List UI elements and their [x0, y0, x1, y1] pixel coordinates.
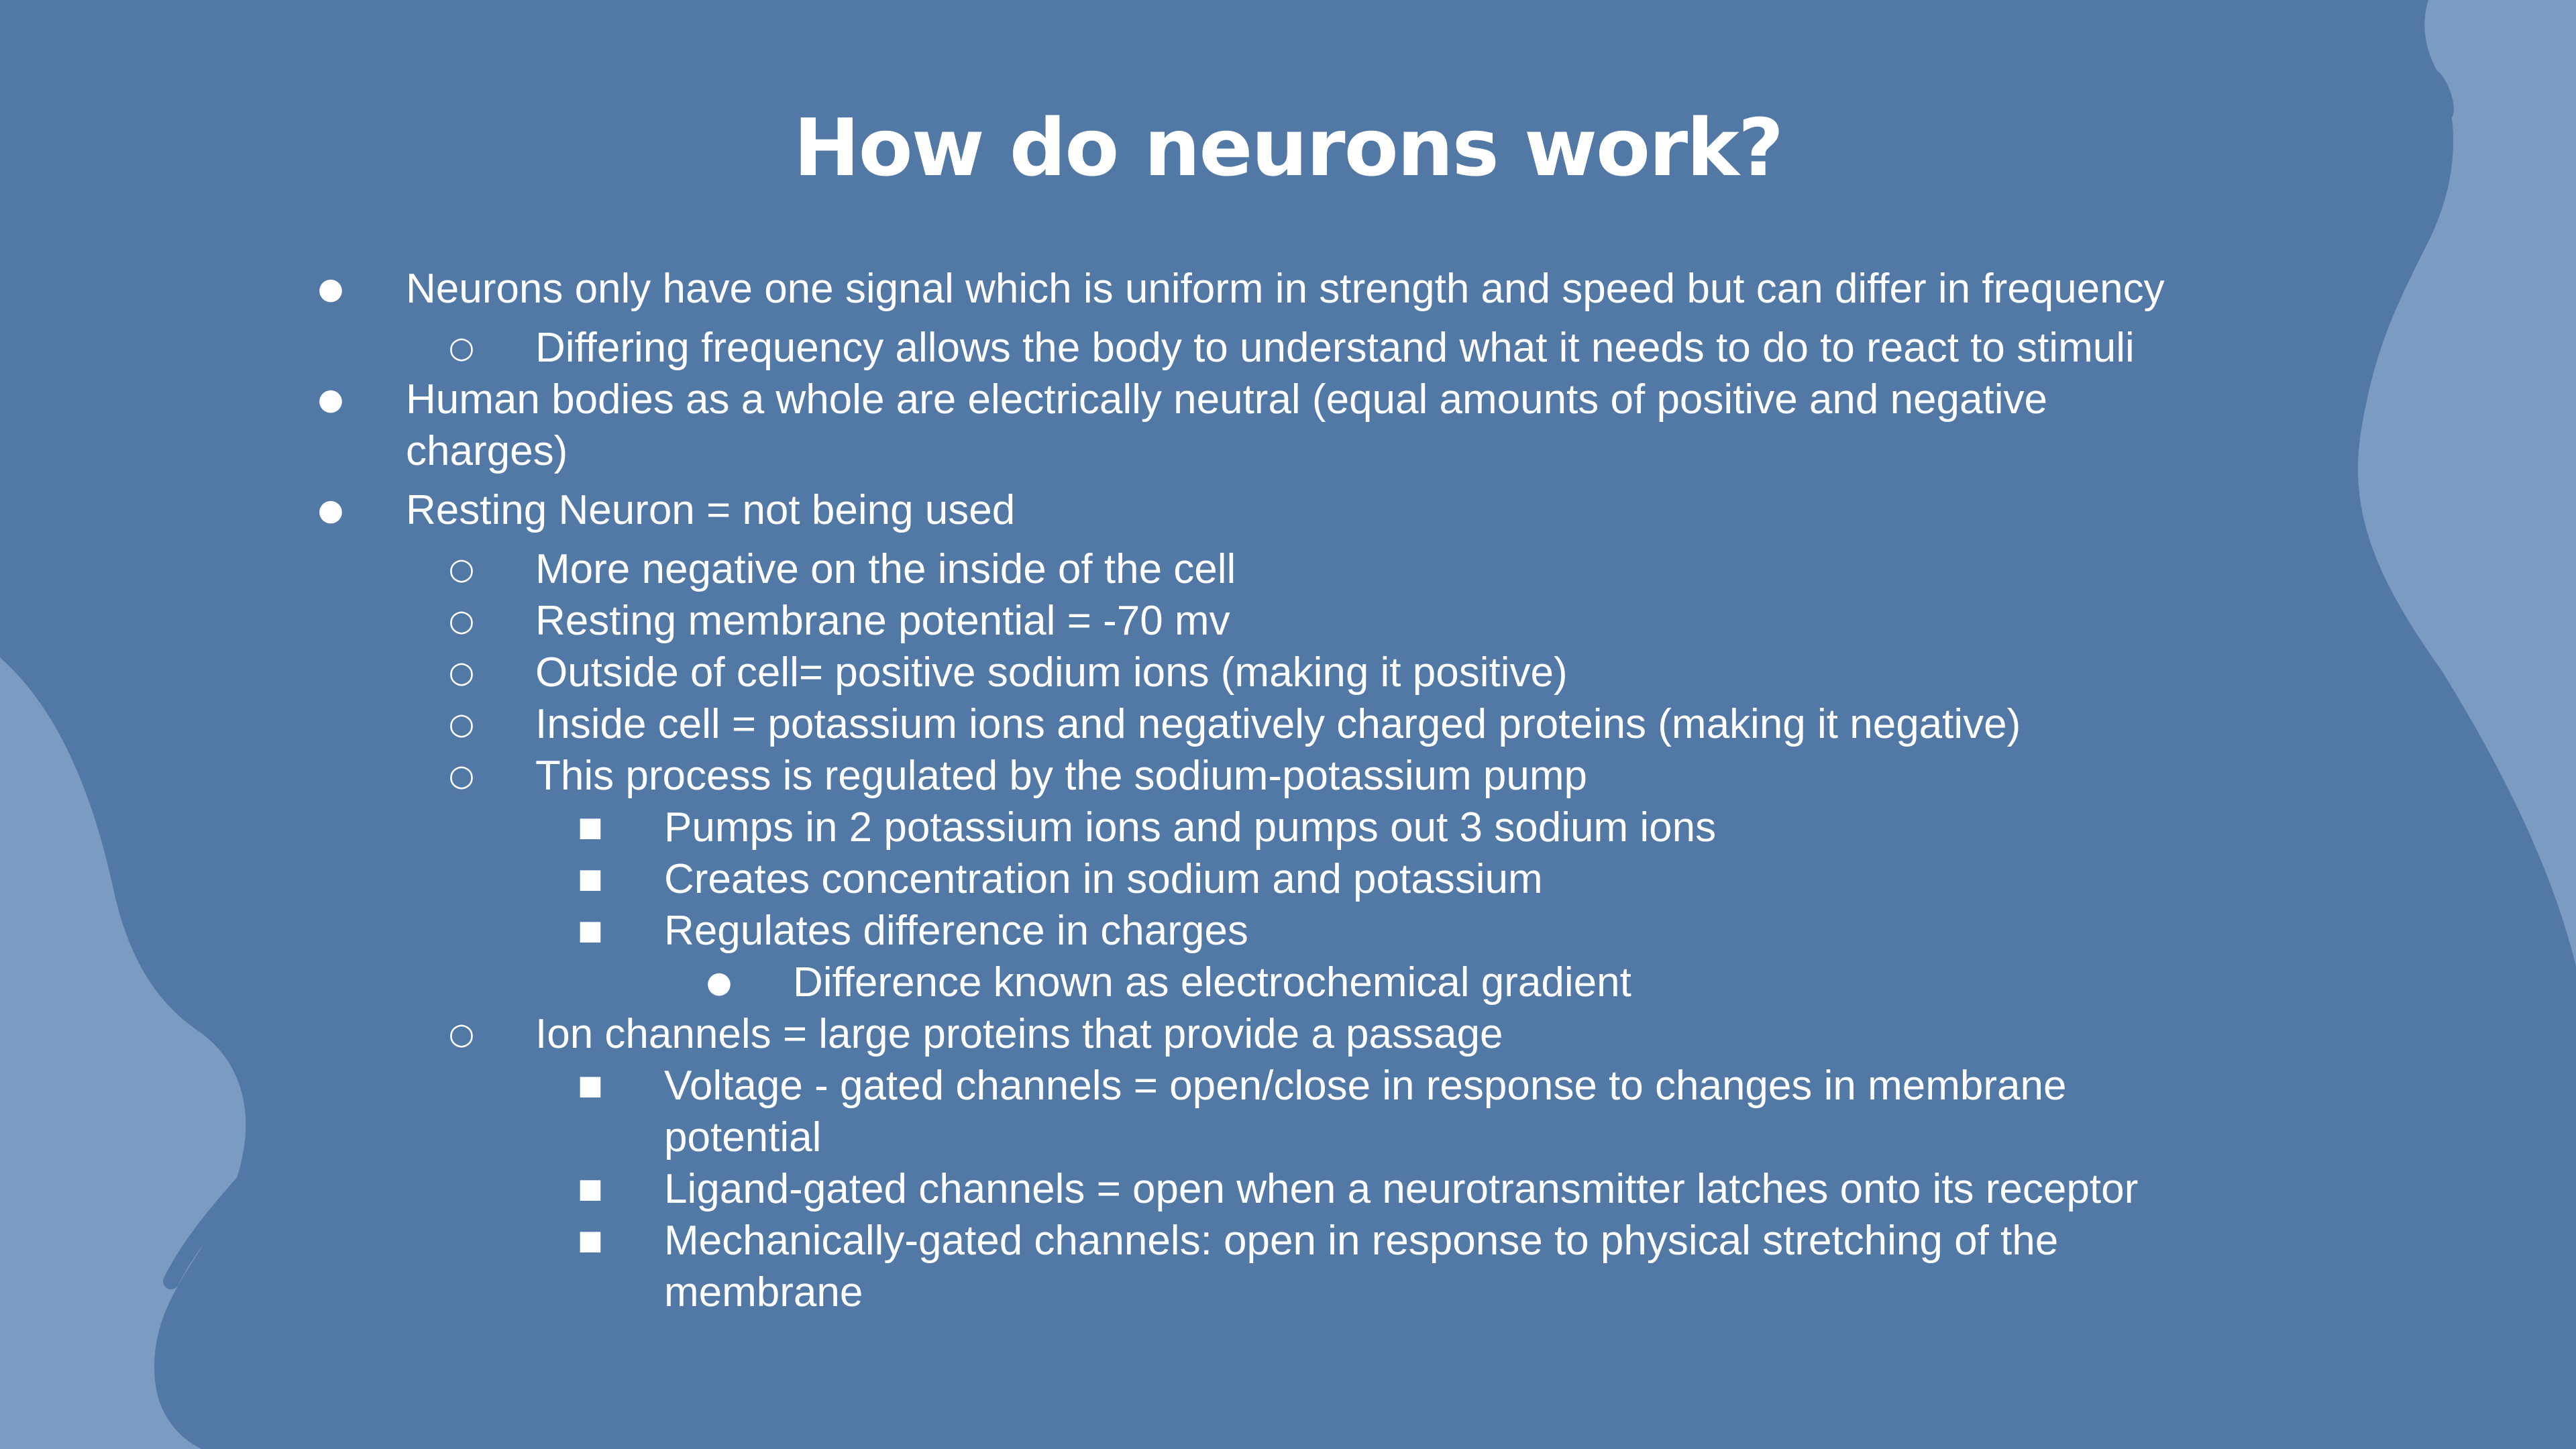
- bullet-item: ○ Outside of cell= positive sodium ions (…: [449, 647, 1568, 698]
- bullet-text: potential: [664, 1114, 822, 1161]
- bullet-text: Ligand-gated channels = open when a neur…: [664, 1166, 2139, 1212]
- bullet-marker-icon: ○: [448, 759, 475, 793]
- bullet-marker-icon: ■: [578, 812, 603, 843]
- bullet-item: ■ Voltage - gated channels = open/close i…: [578, 1060, 2067, 1163]
- bullet-text: Outside of cell= positive sodium ions (m…: [535, 649, 1568, 696]
- bullet-marker-icon: ■: [578, 1173, 603, 1204]
- bullet-marker-icon: ●: [317, 493, 344, 527]
- bullet-item: ■ Regulates difference in charges: [578, 905, 1248, 957]
- bullet-marker-icon: ●: [317, 382, 344, 417]
- bullet-item: ● Resting Neuron = not being used: [318, 484, 1016, 536]
- top-right-blob-streak: [2367, 163, 2440, 276]
- bullet-marker-icon: ■: [578, 1225, 603, 1256]
- bullet-marker-icon: ○: [448, 707, 475, 741]
- bullet-item: ● Human bodies as a whole are electricall…: [318, 374, 2047, 477]
- bottom-left-blob-dot: [201, 1293, 226, 1330]
- bullet-marker-icon: ○: [448, 655, 475, 690]
- bottom-left-blob: [0, 657, 253, 1449]
- bullet-text: Resting Neuron = not being used: [406, 487, 1016, 533]
- bullet-text: Regulates difference in charges: [664, 908, 1248, 954]
- bullet-text: Voltage - gated channels = open/close in…: [664, 1063, 2067, 1109]
- bullet-text: Difference known as electrochemical grad…: [793, 959, 1631, 1006]
- bullet-text: Human bodies as a whole are electrically…: [406, 376, 2047, 423]
- top-right-blob-dot: [2391, 124, 2414, 160]
- bullet-item: ■ Pumps in 2 potassium ions and pumps out…: [578, 802, 1717, 853]
- bullet-marker-icon: ○: [448, 331, 475, 365]
- bullet-item: ■ Ligand-gated channels = open when a neu…: [578, 1163, 2139, 1215]
- bullet-marker-icon: ○: [448, 552, 475, 586]
- bullet-marker-icon: ■: [578, 863, 603, 894]
- bullet-item: ■ Mechanically-gated channels: open in re…: [578, 1215, 2059, 1318]
- bullet-item: ○ Differing frequency allows the body to …: [449, 322, 2135, 374]
- bullet-marker-icon: ■: [578, 915, 603, 946]
- bullet-text: Neurons only have one signal which is un…: [406, 266, 2165, 312]
- bullet-text: Resting membrane potential = -70 mv: [535, 598, 1230, 644]
- bullet-text: Inside cell = potassium ions and negativ…: [535, 701, 2021, 747]
- bottom-left-blob-dot-small: [164, 1340, 187, 1384]
- bullet-item: ■ Creates concentration in sodium and pot…: [578, 853, 1543, 905]
- bullet-text: Differing frequency allows the body to u…: [535, 325, 2135, 371]
- bullet-item: ○ Ion channels = large proteins that prov…: [449, 1008, 1503, 1060]
- top-right-blob: [2358, 0, 2576, 966]
- bullet-marker-icon: ○: [448, 1017, 475, 1051]
- bullet-item: ○ More negative on the inside of the cell: [449, 543, 1236, 595]
- bullet-item: ○ This process is regulated by the sodium…: [449, 750, 1587, 802]
- bullet-marker-icon: ●: [317, 272, 344, 306]
- top-right-blob-dot-small: [2430, 70, 2454, 118]
- top-right-blob-shape: [2358, 0, 2576, 966]
- bullet-text: Ion channels = large proteins that provi…: [535, 1011, 1503, 1057]
- bullet-item: ● Neurons only have one signal which is u…: [318, 263, 2165, 315]
- slide-title: How do neurons work?: [793, 101, 1784, 194]
- bullet-text: Pumps in 2 potassium ions and pumps out …: [664, 804, 1717, 851]
- bullet-text: membrane: [664, 1269, 863, 1316]
- bullet-text: charges): [406, 428, 568, 474]
- bullet-text: More negative on the inside of the cell: [535, 546, 1236, 592]
- bottom-left-blob-streak: [163, 1173, 253, 1289]
- bullet-item: ○ Inside cell = potassium ions and negati…: [449, 698, 2021, 750]
- bullet-text: Creates concentration in sodium and pota…: [664, 856, 1543, 902]
- bullet-marker-icon: ●: [706, 965, 733, 1000]
- bullet-item: ○ Resting membrane potential = -70 mv: [449, 595, 1230, 647]
- bullet-text: This process is regulated by the sodium-…: [535, 753, 1587, 799]
- bullet-text: Mechanically-gated channels: open in res…: [664, 1218, 2059, 1264]
- bullet-item: ● Difference known as electrochemical gra…: [706, 957, 1631, 1008]
- bullet-marker-icon: ○: [448, 604, 475, 638]
- bullet-marker-icon: ■: [578, 1070, 603, 1101]
